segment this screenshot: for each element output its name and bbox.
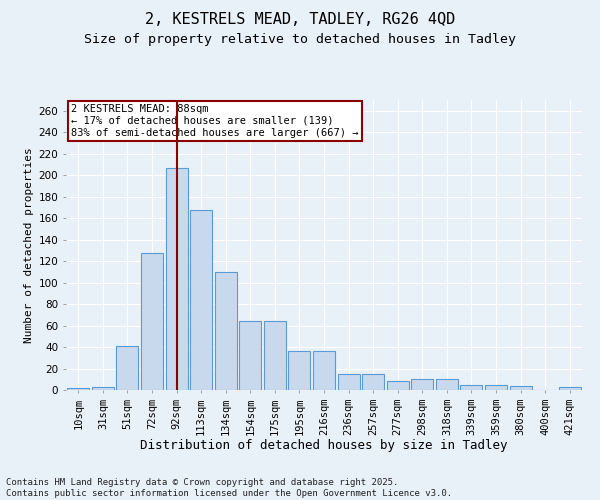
Bar xyxy=(239,322,262,390)
Bar xyxy=(559,387,581,390)
Bar xyxy=(386,382,409,390)
Bar xyxy=(264,322,286,390)
Bar xyxy=(215,272,237,390)
Bar xyxy=(436,380,458,390)
Bar xyxy=(190,210,212,390)
Y-axis label: Number of detached properties: Number of detached properties xyxy=(25,147,34,343)
Bar xyxy=(485,384,507,390)
Bar xyxy=(460,384,482,390)
Bar xyxy=(338,374,359,390)
Text: Size of property relative to detached houses in Tadley: Size of property relative to detached ho… xyxy=(84,32,516,46)
Bar xyxy=(92,387,114,390)
Bar xyxy=(116,346,139,390)
Bar xyxy=(313,352,335,390)
X-axis label: Distribution of detached houses by size in Tadley: Distribution of detached houses by size … xyxy=(140,440,508,452)
Text: 2, KESTRELS MEAD, TADLEY, RG26 4QD: 2, KESTRELS MEAD, TADLEY, RG26 4QD xyxy=(145,12,455,28)
Bar xyxy=(509,386,532,390)
Bar xyxy=(411,380,433,390)
Bar xyxy=(141,252,163,390)
Bar xyxy=(362,374,384,390)
Bar xyxy=(67,388,89,390)
Bar xyxy=(289,352,310,390)
Text: 2 KESTRELS MEAD: 88sqm
← 17% of detached houses are smaller (139)
83% of semi-de: 2 KESTRELS MEAD: 88sqm ← 17% of detached… xyxy=(71,104,359,138)
Bar xyxy=(166,168,188,390)
Text: Contains HM Land Registry data © Crown copyright and database right 2025.
Contai: Contains HM Land Registry data © Crown c… xyxy=(6,478,452,498)
